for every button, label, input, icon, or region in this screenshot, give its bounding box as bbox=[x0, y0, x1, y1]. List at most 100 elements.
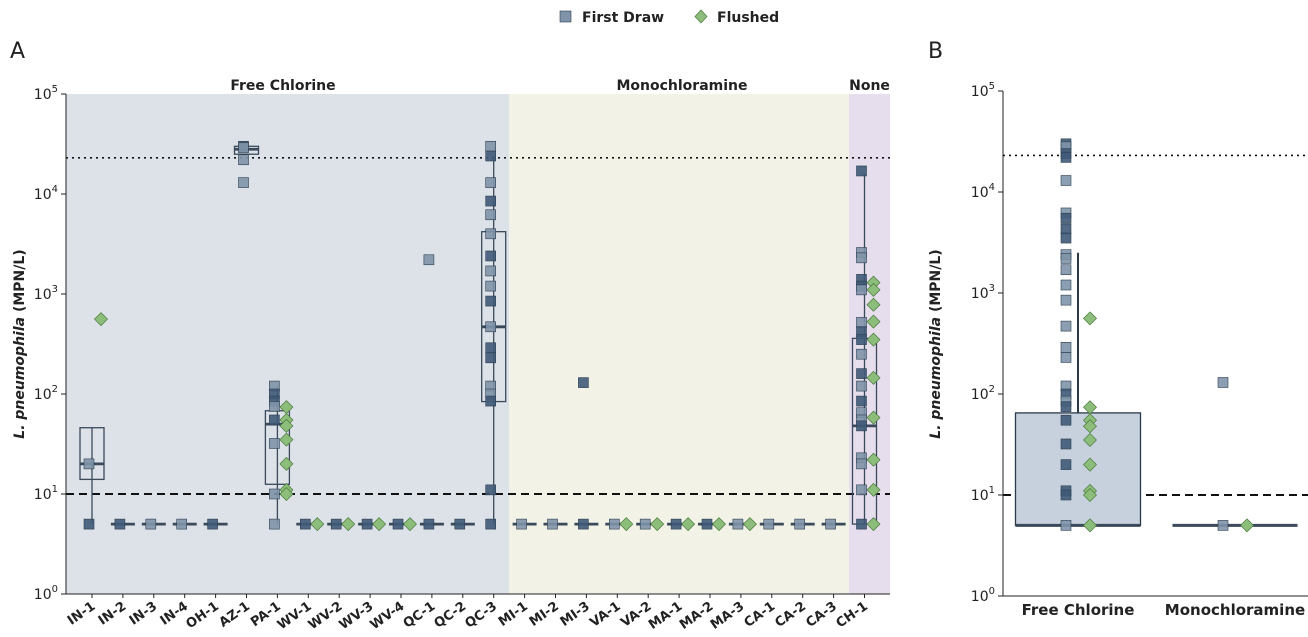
region-label: None bbox=[849, 78, 890, 94]
first-draw-point bbox=[794, 518, 806, 530]
first-draw-point bbox=[856, 518, 867, 530]
first-draw-point bbox=[83, 518, 95, 530]
x-tick-label: CH-1 bbox=[834, 599, 871, 631]
y-tick-label: 103 bbox=[971, 283, 995, 302]
first-draw-point bbox=[701, 518, 713, 530]
y-tick-label: 100 bbox=[34, 584, 58, 603]
x-tick-label: CA-3 bbox=[803, 599, 839, 631]
flushed-point bbox=[742, 517, 757, 532]
first-draw-point bbox=[485, 295, 497, 307]
first-draw-point bbox=[176, 518, 187, 530]
flushed-point bbox=[866, 314, 881, 329]
first-draw-point bbox=[269, 438, 280, 449]
first-draw-point bbox=[578, 377, 589, 388]
first-draw-point bbox=[485, 228, 497, 240]
first-draw-point bbox=[269, 414, 280, 426]
first-draw-point bbox=[1060, 294, 1072, 306]
y-axis-title: L. pneumophila (MPN/L) bbox=[928, 249, 944, 438]
first-draw-point bbox=[485, 395, 497, 407]
x-tick-label: IN-1 bbox=[65, 599, 98, 629]
first-draw-points bbox=[1060, 138, 1229, 531]
x-tick-label: MA-1 bbox=[646, 599, 685, 633]
first-draw-point bbox=[856, 458, 867, 470]
first-draw-point bbox=[145, 518, 157, 530]
flushed-point bbox=[341, 517, 356, 532]
first-draw-point bbox=[361, 518, 373, 530]
flushed-point bbox=[1083, 457, 1097, 472]
flushed-point bbox=[681, 517, 696, 532]
first-draw-point bbox=[299, 518, 311, 530]
legend-item: First Draw bbox=[559, 10, 664, 26]
first-draw-point bbox=[1060, 279, 1072, 291]
flushed-point bbox=[1083, 433, 1097, 448]
first-draw-point bbox=[1060, 253, 1072, 264]
first-draw-point bbox=[856, 395, 867, 407]
first-draw-point bbox=[485, 209, 497, 221]
first-draw-point bbox=[1060, 232, 1072, 244]
first-draw-point bbox=[485, 195, 497, 207]
flushed-point bbox=[310, 517, 325, 532]
x-tick-label: AZ-1 bbox=[217, 599, 253, 631]
flushed-point bbox=[1083, 518, 1097, 533]
flushed-point bbox=[712, 517, 726, 532]
flushed-point bbox=[866, 297, 881, 312]
box-free-chlorine bbox=[1014, 252, 1142, 527]
first-draw-point bbox=[1060, 438, 1072, 450]
y-tick-label: 101 bbox=[971, 485, 995, 504]
first-draw-point bbox=[1217, 520, 1229, 531]
flushed-points bbox=[94, 275, 881, 532]
first-draw-point bbox=[856, 484, 867, 496]
first-draw-point bbox=[856, 368, 867, 379]
first-draw-point bbox=[1060, 341, 1072, 353]
x-tick-label: MA-3 bbox=[708, 599, 747, 633]
first-draw-point bbox=[454, 518, 466, 530]
first-draw-point bbox=[269, 401, 280, 412]
flushed-point bbox=[866, 452, 881, 467]
region-background bbox=[66, 94, 510, 594]
first-draw-point bbox=[1060, 264, 1072, 276]
first-draw-point bbox=[1060, 175, 1072, 186]
x-tick-label: IN-2 bbox=[96, 599, 129, 629]
first-draw-point bbox=[238, 142, 249, 154]
x-tick-label: MI-3 bbox=[558, 599, 593, 630]
first-draw-point bbox=[485, 484, 497, 496]
flushed-point bbox=[279, 432, 294, 447]
x-tick-label: CA-2 bbox=[773, 599, 809, 631]
first-draw-point bbox=[763, 518, 775, 530]
first-draw-point bbox=[856, 165, 867, 177]
flushed-point bbox=[1083, 488, 1097, 502]
flushed-point bbox=[866, 282, 881, 297]
y-tick-label: 104 bbox=[971, 182, 995, 201]
legend-square-marker bbox=[559, 10, 572, 23]
x-tick-label: WV-4 bbox=[368, 599, 408, 633]
x-tick-label: OH-1 bbox=[183, 599, 221, 632]
panel-a: Free Chlorine Monochloramine None 100 101 102… bbox=[12, 78, 890, 633]
first-draw-point bbox=[578, 518, 589, 530]
box-body bbox=[1014, 412, 1142, 527]
first-draw-point bbox=[485, 177, 497, 188]
flushed-point bbox=[403, 517, 417, 532]
legend-label: Flushed bbox=[717, 10, 779, 26]
flushed-point bbox=[866, 410, 881, 425]
box-body bbox=[79, 427, 105, 481]
first-draw-point bbox=[83, 458, 95, 470]
first-draw-point bbox=[423, 518, 435, 530]
region-label: Monochloramine bbox=[616, 78, 747, 94]
first-draw-point bbox=[1060, 320, 1072, 332]
first-draw-point bbox=[238, 177, 249, 188]
x-tick-label: Monochloramine bbox=[1165, 601, 1305, 619]
flushed-point bbox=[372, 517, 387, 532]
first-draw-point bbox=[1060, 212, 1072, 224]
flushed-points bbox=[1083, 311, 1254, 533]
x-tick-label: MI-1 bbox=[496, 599, 531, 630]
x-tick-label: CA-1 bbox=[742, 599, 778, 631]
first-draw-point bbox=[485, 250, 497, 262]
flushed-point bbox=[1083, 311, 1097, 326]
flushed-point bbox=[94, 312, 108, 327]
y-tick-label: 102 bbox=[971, 384, 995, 403]
first-draw-point bbox=[485, 342, 497, 354]
y-tick-label: 105 bbox=[971, 81, 995, 100]
first-draw-point bbox=[330, 518, 342, 530]
x-tick-label: QC-2 bbox=[432, 599, 470, 632]
first-draw-point bbox=[856, 334, 867, 345]
